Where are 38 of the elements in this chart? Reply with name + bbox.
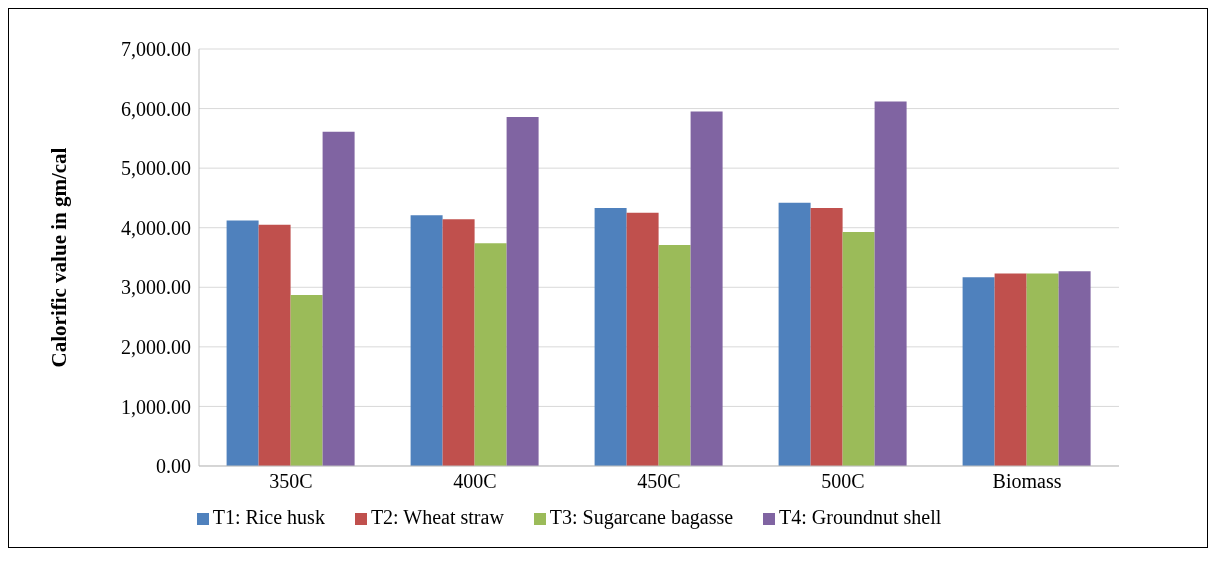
bar [994,273,1027,466]
x-tick-label: Biomass [992,470,1062,493]
bar [442,219,475,466]
bar [1026,273,1059,466]
bar [778,202,811,466]
y-tick-label: 6,000.00 [121,97,191,120]
y-tick-label: 5,000.00 [121,157,191,180]
y-axis-title: Calorific value in gm/cal [47,147,72,368]
legend-label: T1: Rice husk [212,506,325,528]
bar [1058,271,1091,466]
x-tick-label: 500C [821,470,865,493]
x-tick-label: 400C [453,470,497,493]
x-tick-label: 350C [269,470,313,493]
y-tick-label: 3,000.00 [121,276,191,299]
bar [842,231,875,466]
bar [506,116,539,466]
bar [290,295,323,466]
legend-label: T4: Groundnut shell [779,506,942,528]
bar [626,212,659,466]
y-tick-label: 7,000.00 [121,38,191,61]
bar [258,224,291,466]
legend-label: T2: Wheat straw [370,506,504,528]
bar [410,215,443,466]
bar [810,208,843,466]
y-tick-label: 4,000.00 [121,216,191,239]
bar [474,243,507,466]
bar [962,277,995,466]
legend-label: T3: Sugarcane bagasse [549,506,734,528]
bar [658,244,691,466]
x-tick-label: 450C [637,470,681,493]
bar [226,220,259,466]
bar [690,111,723,466]
y-tick-label: 0.00 [156,455,191,478]
bar [594,208,627,466]
bar [874,101,907,466]
bar [322,131,355,466]
y-tick-label: 2,000.00 [121,335,191,358]
y-tick-label: 1,000.00 [121,395,191,418]
